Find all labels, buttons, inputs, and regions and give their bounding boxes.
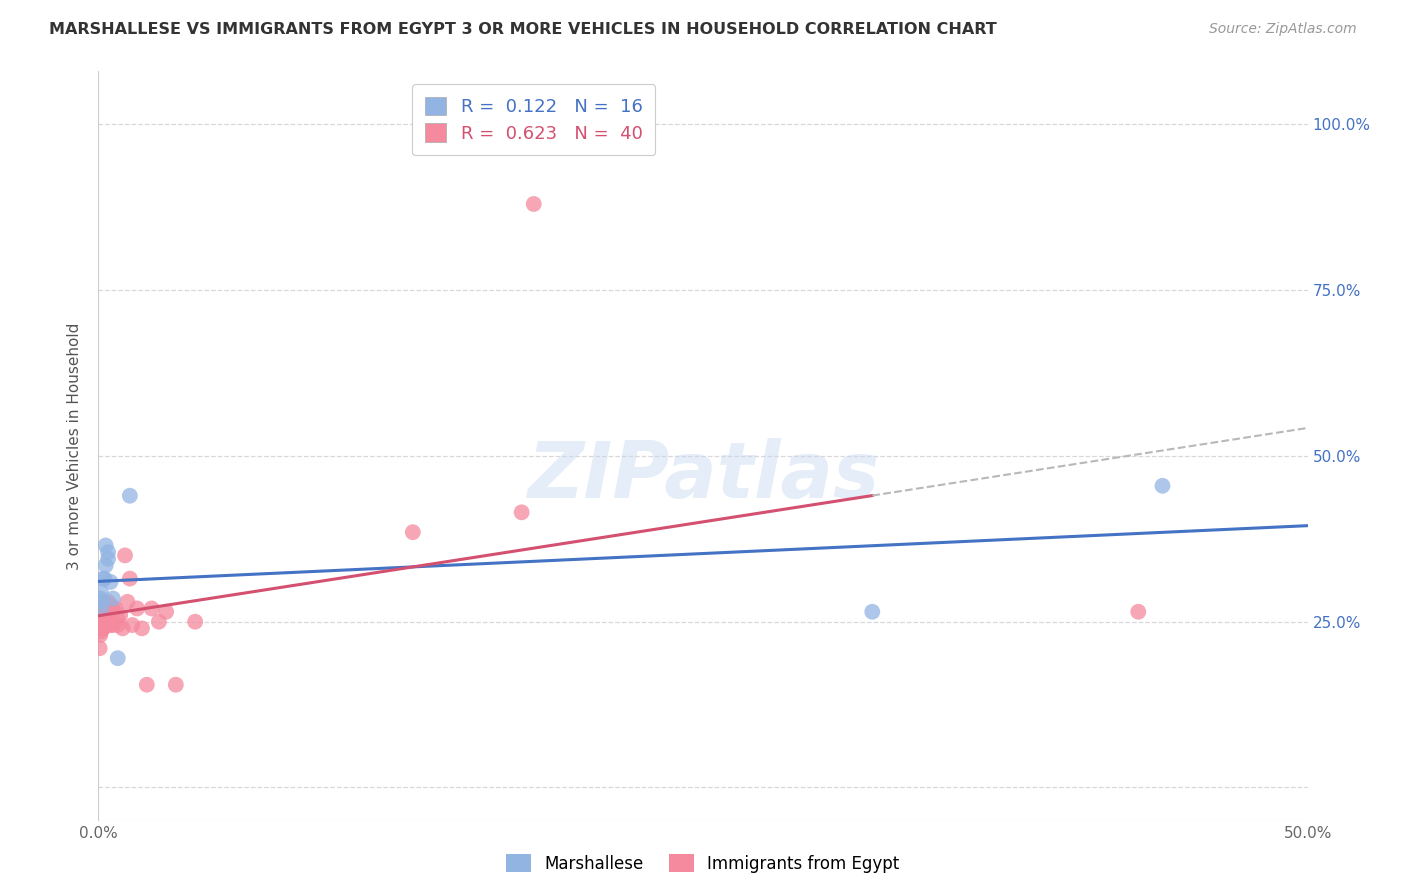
Point — [93, 572, 115, 586]
Point — [510, 505, 533, 519]
Point — [135, 678, 157, 692]
Point — [90, 601, 112, 615]
Point — [91, 621, 114, 635]
Point — [107, 651, 129, 665]
Point — [131, 621, 153, 635]
Point — [523, 197, 546, 211]
Point — [104, 601, 127, 615]
Point — [1152, 479, 1174, 493]
Text: ZIPatlas: ZIPatlas — [527, 438, 879, 514]
Point — [97, 608, 120, 623]
Point — [111, 621, 134, 635]
Point — [93, 611, 115, 625]
Point — [114, 549, 136, 563]
Point — [90, 585, 112, 599]
Point — [94, 601, 117, 615]
Point — [402, 525, 425, 540]
Point — [100, 598, 122, 612]
Point — [101, 601, 124, 615]
Point — [101, 591, 124, 606]
Point — [91, 595, 114, 609]
Y-axis label: 3 or more Vehicles in Household: 3 or more Vehicles in Household — [67, 322, 83, 570]
Point — [184, 615, 207, 629]
Point — [96, 618, 118, 632]
Point — [117, 595, 139, 609]
Point — [91, 608, 114, 623]
Point — [94, 539, 117, 553]
Point — [100, 574, 122, 589]
Point — [1128, 605, 1150, 619]
Point — [121, 618, 143, 632]
Text: Source: ZipAtlas.com: Source: ZipAtlas.com — [1209, 22, 1357, 37]
Point — [97, 595, 120, 609]
Legend: Marshallese, Immigrants from Egypt: Marshallese, Immigrants from Egypt — [499, 847, 907, 880]
Point — [860, 605, 883, 619]
Point — [91, 595, 114, 609]
Legend: R =  0.122   N =  16, R =  0.623   N =  40: R = 0.122 N = 16, R = 0.623 N = 40 — [412, 84, 655, 155]
Point — [91, 621, 114, 635]
Point — [90, 618, 112, 632]
Point — [155, 605, 177, 619]
Point — [90, 624, 112, 639]
Point — [165, 678, 187, 692]
Text: MARSHALLESE VS IMMIGRANTS FROM EGYPT 3 OR MORE VEHICLES IN HOUSEHOLD CORRELATION: MARSHALLESE VS IMMIGRANTS FROM EGYPT 3 O… — [49, 22, 997, 37]
Point — [127, 601, 149, 615]
Point — [101, 618, 124, 632]
Point — [94, 605, 117, 619]
Point — [108, 608, 131, 623]
Point — [89, 641, 111, 656]
Point — [107, 611, 129, 625]
Point — [107, 618, 129, 632]
Point — [118, 489, 141, 503]
Point — [148, 615, 170, 629]
Point — [118, 572, 141, 586]
Point — [97, 545, 120, 559]
Point — [141, 601, 163, 615]
Point — [94, 558, 117, 573]
Point — [91, 572, 114, 586]
Point — [97, 551, 120, 566]
Point — [100, 618, 122, 632]
Point — [90, 605, 112, 619]
Point — [89, 628, 111, 642]
Point — [89, 591, 111, 606]
